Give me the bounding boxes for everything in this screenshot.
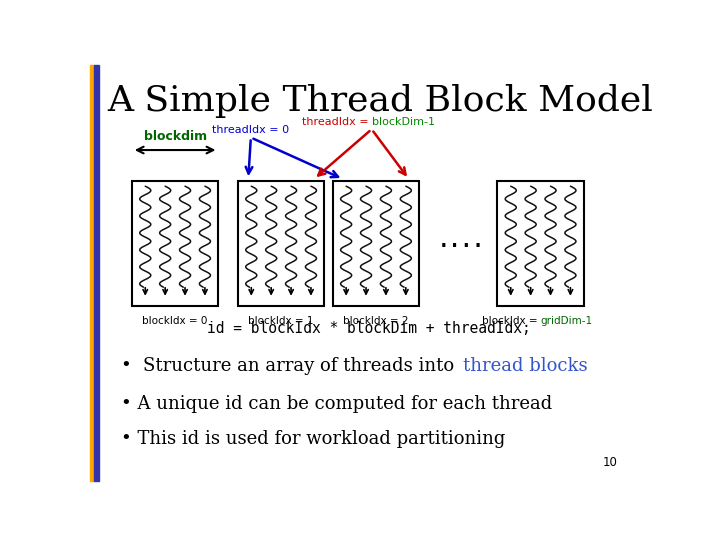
Text: blockIdx =: blockIdx =	[482, 316, 541, 326]
Text: A Simple Thread Block Model: A Simple Thread Block Model	[107, 84, 653, 118]
Bar	[498, 181, 584, 306]
Text: • This id is used for workload partitioning: • This id is used for workload partition…	[121, 430, 505, 448]
Text: blockIdx = 2: blockIdx = 2	[343, 316, 409, 326]
Text: Structure an array of threads into: Structure an array of threads into	[143, 357, 460, 375]
Text: ....: ....	[438, 232, 485, 251]
Text: threadIdx =: threadIdx =	[302, 117, 372, 127]
Text: id = blockIdx * blockDim + threadIdx;: id = blockIdx * blockDim + threadIdx;	[207, 321, 531, 336]
Text: • A unique id can be computed for each thread: • A unique id can be computed for each t…	[121, 395, 552, 413]
Text: threadIdx = 0: threadIdx = 0	[212, 125, 289, 136]
Bar	[333, 181, 419, 306]
Bar	[132, 181, 218, 306]
Text: gridDim-1: gridDim-1	[541, 316, 593, 326]
Bar	[90, 65, 94, 481]
Text: thread blocks: thread blocks	[463, 357, 588, 375]
Text: blockdim: blockdim	[143, 130, 207, 143]
Text: blockIdx = 1: blockIdx = 1	[248, 316, 314, 326]
Bar	[238, 181, 324, 306]
Text: blockDim-1: blockDim-1	[372, 117, 435, 127]
Bar	[94, 65, 99, 481]
Text: 10: 10	[603, 456, 617, 469]
Text: blockIdx = 0: blockIdx = 0	[143, 316, 208, 326]
Text: •: •	[121, 357, 132, 375]
